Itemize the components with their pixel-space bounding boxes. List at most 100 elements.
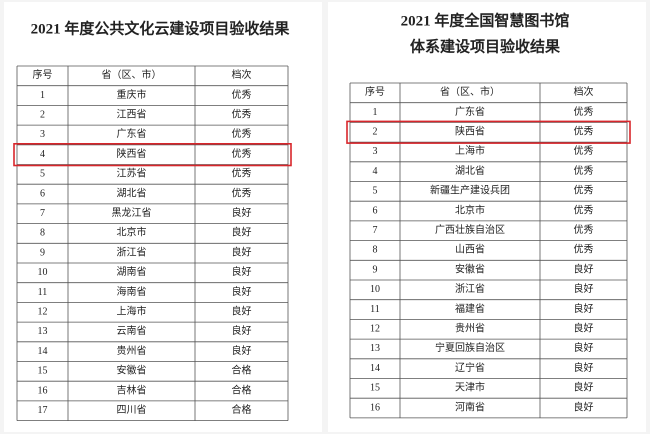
table-cell: 1 bbox=[373, 107, 378, 118]
table-cell: 1 bbox=[40, 90, 45, 101]
table-cell: 良好 bbox=[574, 341, 594, 354]
table-cell: 河南省 bbox=[455, 400, 485, 413]
table-cell: 良好 bbox=[574, 262, 594, 275]
table-cell: 宁夏回族自治区 bbox=[435, 341, 505, 354]
table-cell: 11 bbox=[370, 304, 380, 315]
header-cell: 省（区、市） bbox=[440, 85, 500, 98]
table-cell: 7 bbox=[40, 208, 45, 219]
table-cell: 优秀 bbox=[574, 144, 594, 157]
table-cell: 2 bbox=[40, 110, 45, 121]
table-cell: 4 bbox=[40, 149, 45, 160]
right-title: 2021 年度全国智慧图书馆 bbox=[401, 11, 570, 29]
table-cell: 16 bbox=[38, 385, 48, 396]
table-cell: 11 bbox=[38, 287, 48, 298]
table-cell: 合格 bbox=[232, 403, 252, 416]
table-cell: 良好 bbox=[574, 381, 594, 394]
table-cell: 天津市 bbox=[455, 381, 485, 394]
table-cell: 7 bbox=[373, 225, 378, 236]
table-cell: 良好 bbox=[232, 285, 252, 298]
table-cell: 新疆生产建设兵团 bbox=[430, 184, 510, 197]
table-cell: 优秀 bbox=[232, 127, 252, 140]
table-cell: 湖南省 bbox=[117, 265, 147, 278]
right-sheet bbox=[328, 2, 646, 432]
table-cell: 优秀 bbox=[574, 164, 594, 177]
table-cell: 优秀 bbox=[574, 223, 594, 236]
table-cell: 浙江省 bbox=[455, 282, 485, 295]
table-cell: 浙江省 bbox=[117, 245, 147, 258]
table-cell: 优秀 bbox=[232, 88, 252, 101]
table-cell: 良好 bbox=[232, 245, 252, 258]
table-cell: 北京市 bbox=[117, 226, 147, 239]
table-cell: 6 bbox=[373, 205, 378, 216]
table-cell: 福建省 bbox=[455, 302, 485, 315]
table-cell: 9 bbox=[40, 247, 45, 258]
table-cell: 优秀 bbox=[232, 108, 252, 121]
table-cell: 良好 bbox=[574, 282, 594, 295]
table-cell: 优秀 bbox=[574, 243, 594, 256]
table-cell: 黑龙江省 bbox=[112, 206, 152, 219]
table-cell: 15 bbox=[370, 383, 380, 394]
table-cell: 合格 bbox=[232, 364, 252, 377]
table-cell: 8 bbox=[40, 228, 45, 239]
table-cell: 良好 bbox=[574, 302, 594, 315]
table-cell: 良好 bbox=[232, 344, 252, 357]
table-cell: 10 bbox=[38, 267, 48, 278]
table-cell: 优秀 bbox=[232, 186, 252, 199]
table-cell: 优秀 bbox=[574, 203, 594, 216]
table-cell: 12 bbox=[38, 307, 48, 318]
left-sheet bbox=[4, 2, 322, 432]
table-cell: 10 bbox=[370, 284, 380, 295]
table-cell: 8 bbox=[373, 245, 378, 256]
table-cell: 优秀 bbox=[574, 105, 594, 118]
table-cell: 良好 bbox=[232, 265, 252, 278]
table-cell: 13 bbox=[38, 326, 48, 337]
right-title: 体系建设项目验收结果 bbox=[410, 37, 561, 55]
table-cell: 陕西省 bbox=[117, 147, 147, 160]
table-cell: 上海市 bbox=[117, 305, 147, 318]
table-cell: 优秀 bbox=[574, 125, 594, 138]
table-cell: 湖北省 bbox=[455, 164, 485, 177]
table-cell: 海南省 bbox=[117, 285, 147, 298]
table-cell: 云南省 bbox=[117, 324, 147, 337]
table-cell: 17 bbox=[38, 405, 48, 416]
header-cell: 序号 bbox=[33, 68, 53, 81]
table-cell: 重庆市 bbox=[117, 88, 147, 101]
table-cell: 贵州省 bbox=[117, 344, 147, 357]
table-cell: 良好 bbox=[574, 361, 594, 374]
table-cell: 广东省 bbox=[455, 105, 485, 118]
table-cell: 14 bbox=[370, 363, 380, 374]
table-cell: 广西壮族自治区 bbox=[435, 223, 505, 236]
table-cell: 5 bbox=[373, 186, 378, 197]
table-cell: 14 bbox=[38, 346, 48, 357]
table-cell: 安徽省 bbox=[117, 364, 147, 377]
table-cell: 安徽省 bbox=[455, 262, 485, 275]
table-cell: 江苏省 bbox=[117, 167, 147, 180]
table-cell: 16 bbox=[370, 402, 380, 413]
table-cell: 优秀 bbox=[574, 184, 594, 197]
table-cell: 广东省 bbox=[117, 127, 147, 140]
table-cell: 江西省 bbox=[117, 108, 147, 121]
table-cell: 5 bbox=[40, 169, 45, 180]
table-cell: 贵州省 bbox=[455, 322, 485, 335]
header-cell: 档次 bbox=[232, 68, 252, 81]
table-cell: 辽宁省 bbox=[455, 361, 485, 374]
table-cell: 上海市 bbox=[455, 144, 485, 157]
table-cell: 良好 bbox=[232, 226, 252, 239]
table-cell: 良好 bbox=[232, 305, 252, 318]
table-cell: 9 bbox=[373, 264, 378, 275]
table-cell: 6 bbox=[40, 188, 45, 199]
table-cell: 4 bbox=[373, 166, 378, 177]
header-cell: 序号 bbox=[365, 85, 385, 98]
table-cell: 良好 bbox=[574, 400, 594, 413]
header-cell: 省（区、市） bbox=[102, 68, 162, 81]
table-cell: 良好 bbox=[574, 322, 594, 335]
table-cell: 13 bbox=[370, 343, 380, 354]
table-cell: 良好 bbox=[232, 206, 252, 219]
left-title: 2021 年度公共文化云建设项目验收结果 bbox=[31, 19, 291, 37]
table-cell: 湖北省 bbox=[117, 186, 147, 199]
table-cell: 吉林省 bbox=[117, 383, 147, 396]
table-cell: 3 bbox=[40, 129, 45, 140]
table-cell: 15 bbox=[38, 366, 48, 377]
highlight-box bbox=[346, 120, 631, 144]
